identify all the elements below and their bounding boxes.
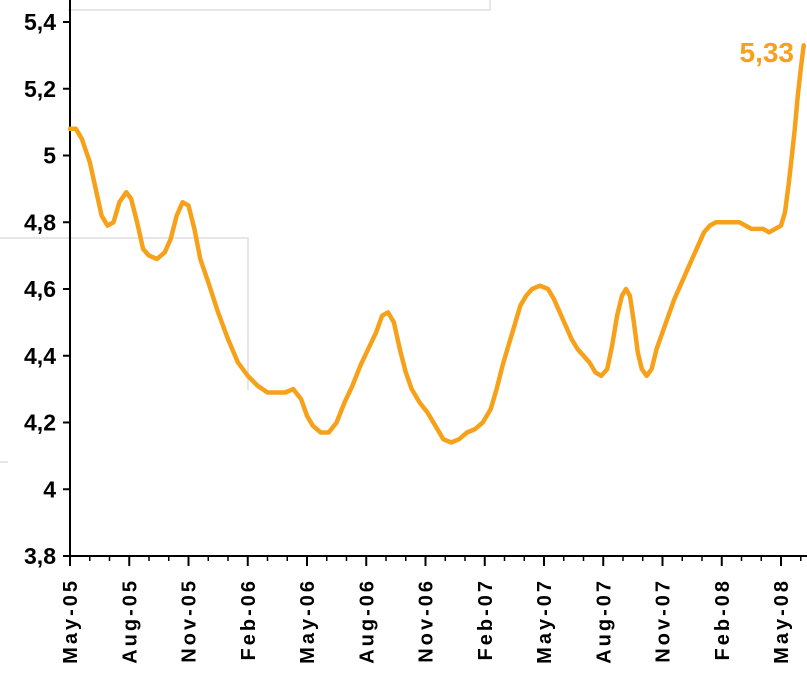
series-layer	[67, 43, 806, 445]
y-tick-label: 4,8	[24, 209, 56, 235]
x-tick-label: Feb-07	[475, 578, 497, 660]
series-line-0	[67, 43, 806, 445]
y-tick-label: 5	[43, 143, 56, 169]
x-tick-label: May-07	[534, 578, 556, 664]
y-tick-label: 5,4	[24, 9, 56, 35]
x-tick-label: May-06	[297, 578, 319, 664]
x-tick-label: Feb-06	[238, 578, 260, 660]
x-tick-label: Aug-06	[356, 578, 378, 664]
x-tick-label: Nov-05	[179, 578, 201, 663]
x-tick-label: May-05	[60, 578, 82, 664]
x-axis: May-05 Aug-05 Nov-05 Feb-06 May-06 Aug-06 Nov-…	[60, 555, 807, 664]
x-tick-label: Aug-05	[119, 578, 141, 664]
y-tick-label: 3,8	[24, 543, 56, 569]
y-tick-label: 4	[43, 476, 56, 502]
y-tick-label: 4,2	[24, 410, 56, 436]
x-tick-label: Aug-07	[593, 578, 615, 664]
x-tick-label: Feb-08	[712, 578, 734, 660]
y-tick-label: 4,6	[24, 276, 56, 302]
last-value-annotation: 5,33	[740, 37, 795, 68]
y-axis: 3,8 4 4,2 4,4 4,6 4,8 5 5,2 5,4	[24, 0, 71, 569]
x-tick-label: Nov-06	[416, 578, 438, 663]
background-panel-outlines	[0, 0, 491, 463]
y-tick-label: 4,4	[24, 343, 56, 369]
y-tick-label: 5,2	[24, 76, 56, 102]
x-tick-label: May-08	[771, 578, 793, 664]
x-tick-label: Nov-07	[653, 578, 675, 663]
annotation-layer: 5,33	[740, 37, 795, 68]
